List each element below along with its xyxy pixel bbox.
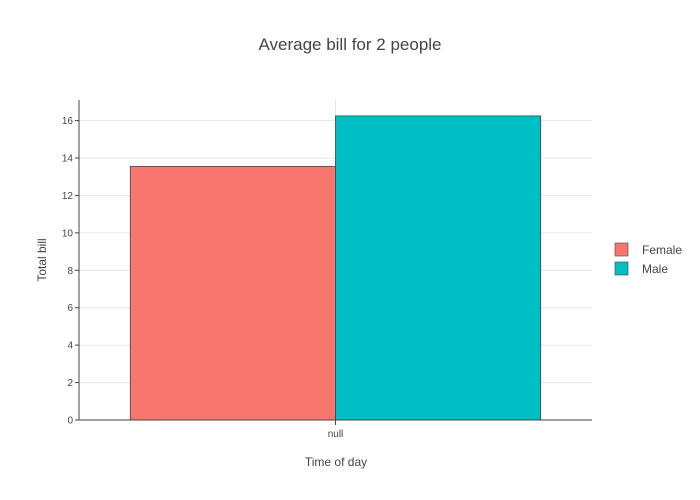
y-tick-label-12: 12 — [62, 191, 74, 202]
bar-female-0 — [129, 166, 336, 421]
y-tick-label-4: 4 — [67, 341, 73, 352]
y-tick-label-6: 6 — [67, 303, 73, 314]
y-tick-labels: 0 2 4 6 8 10 12 14 16 — [62, 116, 79, 427]
bar-male-0 — [335, 115, 542, 421]
x-tick-labels: null — [328, 420, 344, 440]
bars — [129, 115, 542, 421]
x-tick-label-0: null — [328, 429, 344, 440]
y-tick-label-0: 0 — [67, 416, 73, 427]
legend-label-female: Female — [642, 243, 682, 257]
legend: Female Male — [614, 242, 682, 276]
y-tick-label-14: 14 — [62, 154, 74, 165]
legend-swatch-male — [614, 261, 629, 276]
chart-title: Average bill for 2 people — [258, 35, 441, 54]
legend-label-male: Male — [642, 262, 668, 276]
legend-swatch-female — [614, 242, 629, 257]
y-tick-label-16: 16 — [62, 116, 74, 127]
y-tick-label-8: 8 — [67, 266, 73, 277]
y-axis-title: Total bill — [35, 238, 49, 281]
y-tick-label-10: 10 — [62, 228, 74, 239]
x-axis-title: Time of day — [305, 455, 367, 469]
y-tick-label-2: 2 — [67, 378, 73, 389]
